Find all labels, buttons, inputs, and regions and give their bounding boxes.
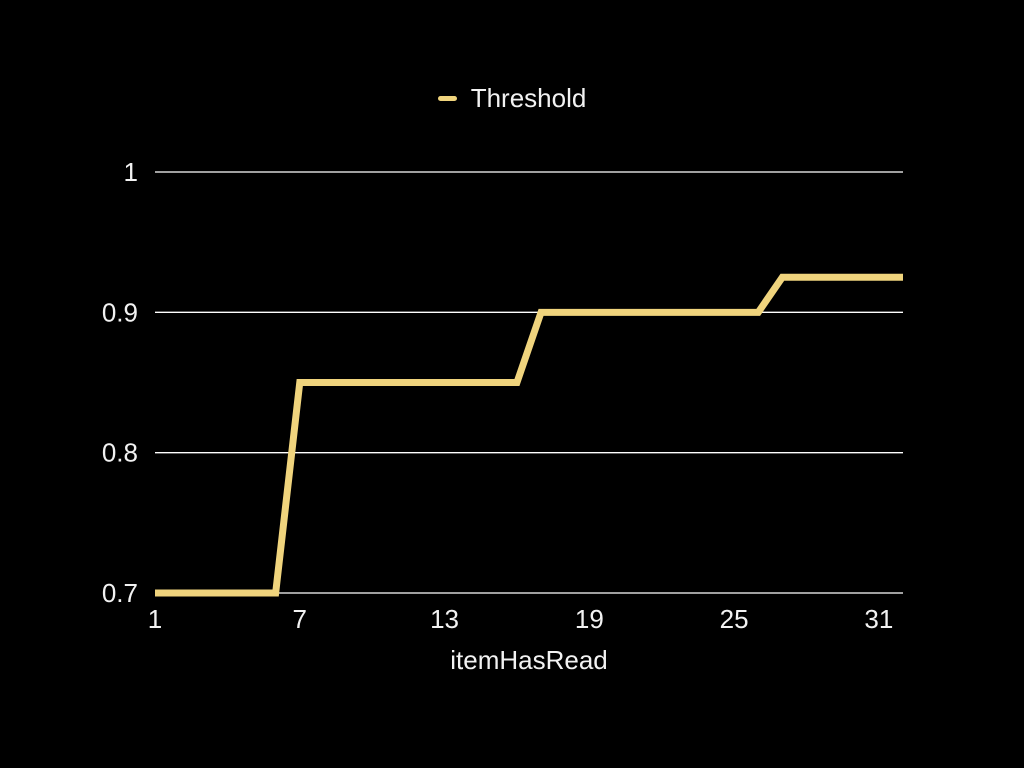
threshold-legend-swatch-icon (437, 95, 457, 101)
chart-legend: Threshold (0, 84, 1024, 112)
x-tick-label: 19 (575, 604, 604, 634)
x-tick-label: 25 (720, 604, 749, 634)
series-line-threshold (155, 273, 903, 597)
x-axis-title: itemHasRead (450, 645, 608, 675)
y-tick-label: 0.9 (102, 297, 138, 327)
y-tick-label: 0.8 (102, 438, 138, 468)
y-tick-label: 0.7 (102, 578, 138, 608)
x-tick-label: 13 (430, 604, 459, 634)
x-tick-label: 7 (293, 604, 307, 634)
x-tick-label: 31 (864, 604, 893, 634)
x-tick-label: 1 (148, 604, 162, 634)
y-tick-label: 1 (124, 157, 138, 187)
threshold-legend-label: Threshold (470, 83, 587, 113)
